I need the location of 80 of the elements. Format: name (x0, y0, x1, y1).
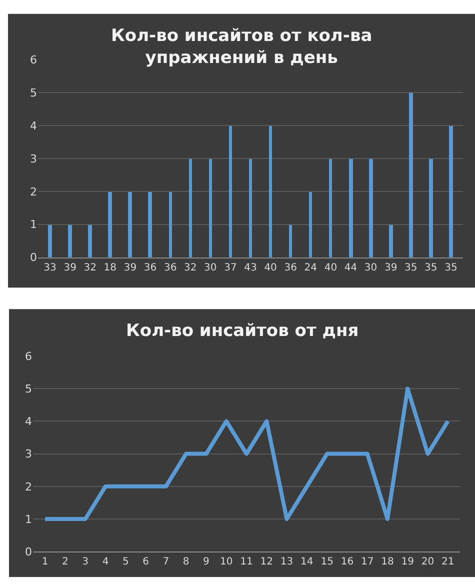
y-tick-label: 0 (25, 545, 32, 558)
bar (68, 224, 72, 258)
y-tick-label: 4 (25, 415, 32, 428)
bar (108, 192, 112, 258)
bar (189, 158, 192, 258)
x-tick-label: 24 (304, 262, 318, 274)
x-tick-label: 40 (324, 262, 338, 274)
x-tick-label: 43 (244, 262, 257, 274)
x-tick-label: 9 (203, 556, 210, 568)
x-tick-label: 35 (444, 262, 458, 274)
x-tick-label: 18 (381, 556, 394, 568)
x-tick-label: 6 (142, 556, 149, 568)
y-tick-label: 6 (25, 350, 32, 363)
x-tick-label: 40 (264, 262, 277, 274)
bar (329, 158, 332, 258)
x-tick-label: 20 (421, 556, 434, 568)
x-tick-label: 11 (240, 556, 253, 568)
x-tick-label: 7 (162, 556, 170, 568)
x-tick-label: 44 (344, 262, 358, 274)
x-tick-label: 36 (164, 262, 177, 274)
x-tick-label: 16 (340, 556, 354, 568)
bar (48, 224, 52, 258)
y-tick-label: 0 (30, 251, 37, 264)
bar (449, 126, 453, 258)
y-tick-label: 3 (30, 152, 37, 166)
x-tick-label: 37 (224, 262, 237, 274)
x-tick-label: 36 (284, 262, 297, 274)
x-tick-label: 15 (320, 556, 334, 568)
x-tick-label: 19 (401, 556, 414, 568)
y-tick-label: 3 (25, 448, 32, 461)
bar (409, 92, 413, 258)
bar (209, 158, 212, 258)
y-tick-label: 2 (30, 185, 37, 198)
bar (249, 158, 252, 258)
bar (229, 126, 232, 258)
y-tick-label: 6 (30, 54, 37, 67)
x-tick-label: 39 (64, 262, 76, 274)
x-tick-label: 39 (384, 262, 398, 274)
x-tick-label: 32 (84, 262, 96, 274)
x-tick-label: 39 (124, 262, 137, 274)
line-series (43, 386, 450, 521)
bar (369, 158, 373, 258)
x-tick-label: 21 (442, 556, 454, 568)
x-tick-label: 3 (82, 556, 89, 568)
x-tick-label: 4 (102, 556, 109, 568)
x-tick-label: 32 (184, 262, 197, 274)
y-tick-label: 5 (30, 86, 37, 100)
bar (349, 158, 353, 258)
y-tick-label: 1 (30, 218, 37, 232)
y-tick-label: 5 (25, 382, 32, 396)
x-tick-label: 33 (44, 262, 56, 274)
x-tick-label: 17 (360, 556, 374, 568)
x-tick-label: 35 (404, 262, 418, 274)
x-tick-label: 30 (204, 262, 217, 274)
x-tick-label: 8 (182, 556, 190, 568)
y-tick-label: 1 (25, 512, 32, 526)
chart-title: Кол-во инсайтов от кол-ва упражнений в день (111, 26, 372, 68)
y-tick-label: 4 (30, 119, 37, 132)
x-tick-label: 2 (62, 556, 68, 568)
x-tick-label: 10 (220, 556, 233, 568)
x-tick-label: 1 (42, 556, 48, 568)
y-tick-label: 2 (25, 480, 32, 494)
bar (128, 192, 132, 258)
bar (169, 192, 172, 258)
chart-title: Кол-во инсайтов от дня (126, 321, 359, 341)
x-tick-label: 14 (300, 556, 314, 568)
x-tick-label: 13 (280, 556, 294, 568)
x-tick-label: 12 (260, 556, 274, 568)
bar (269, 126, 272, 258)
x-tick-label: 36 (144, 262, 157, 274)
bar (429, 158, 433, 258)
x-tick-label: 18 (104, 262, 117, 274)
x-tick-label: 5 (122, 556, 129, 568)
bar (309, 192, 312, 258)
x-tick-label: 30 (364, 262, 378, 274)
bar (148, 192, 152, 258)
bar (88, 224, 92, 258)
bar (289, 224, 292, 258)
x-tick-label: 35 (424, 262, 438, 274)
bar (389, 224, 393, 258)
